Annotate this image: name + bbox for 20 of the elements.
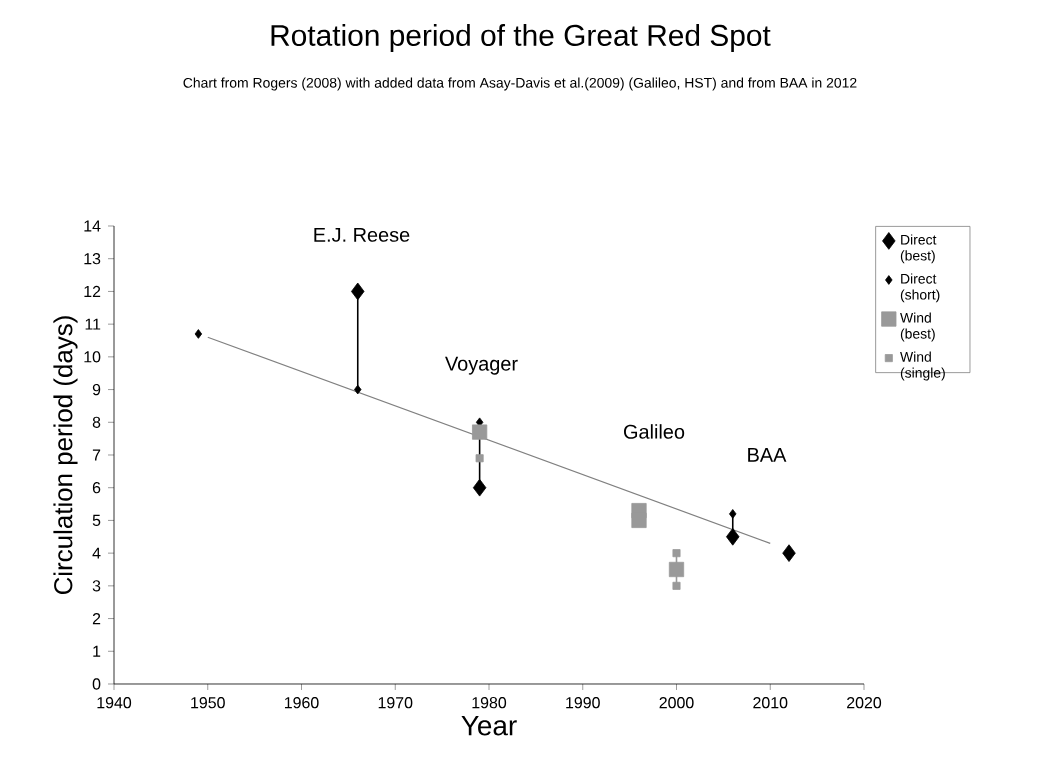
point [782, 544, 796, 562]
x-axis-title: Year [461, 716, 517, 736]
point [472, 478, 487, 497]
point [668, 561, 685, 578]
point [726, 527, 740, 546]
point [672, 549, 681, 558]
point [194, 329, 203, 339]
point [631, 512, 647, 529]
y-axis-title: Circulation period (days) [53, 316, 78, 595]
annotation: BAA [748, 447, 787, 462]
point [354, 384, 362, 395]
annotation: E.J. Reese [314, 227, 410, 242]
point [475, 454, 484, 463]
annotation: Voyager [445, 356, 518, 375]
point [729, 509, 737, 519]
point [351, 282, 365, 301]
point [472, 424, 488, 440]
chart-title: Rotation period of the Great Red Spot [271, 24, 771, 52]
annotation: Galileo [623, 424, 685, 439]
point [672, 581, 681, 590]
